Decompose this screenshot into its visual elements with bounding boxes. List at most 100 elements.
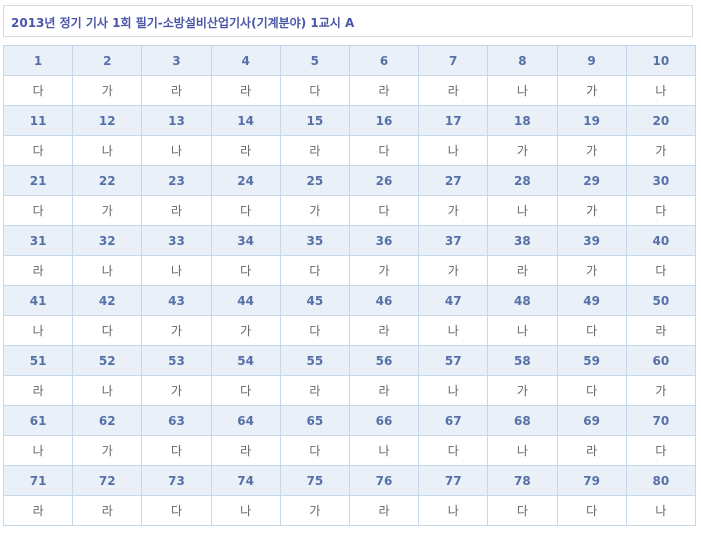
question-number: 28 — [487, 165, 558, 196]
question-number: 54 — [210, 345, 281, 376]
answer-cell: 나 — [418, 375, 489, 406]
answer-cell: 라 — [418, 75, 489, 106]
question-number: 55 — [279, 345, 350, 376]
answer-cell: 다 — [210, 375, 281, 406]
question-number: 37 — [418, 225, 489, 256]
question-number: 30 — [625, 165, 697, 196]
question-number: 76 — [348, 465, 420, 496]
title-box: 2013년 정기 기사 1회 필기-소방설비산업기사(기계분야) 1교시 A — [3, 5, 693, 37]
answer-cell: 가 — [625, 375, 697, 406]
answer-cell: 다 — [625, 255, 697, 286]
question-number: 43 — [141, 285, 212, 316]
question-number: 69 — [556, 405, 627, 436]
question-number: 1 — [2, 45, 74, 76]
question-number-row: 1 2 3 4 5 6 7 8 9 10 — [2, 45, 697, 76]
answer-cell: 가 — [72, 435, 143, 466]
answer-cell: 다 — [625, 195, 697, 226]
answer-cell: 다 — [210, 255, 281, 286]
question-number: 12 — [72, 105, 143, 136]
answer-cell: 나 — [2, 315, 74, 346]
question-number: 80 — [625, 465, 697, 496]
page-title: 2013년 정기 기사 1회 필기-소방설비산업기사(기계분야) 1교시 A — [11, 16, 355, 30]
question-number: 11 — [2, 105, 74, 136]
question-number: 75 — [279, 465, 350, 496]
answer-cell: 나 — [418, 495, 489, 526]
answer-cell: 다 — [2, 75, 74, 106]
answer-cell: 가 — [279, 495, 350, 526]
answer-cell: 다 — [279, 255, 350, 286]
question-number: 58 — [487, 345, 558, 376]
question-number: 61 — [2, 405, 74, 436]
question-number: 64 — [210, 405, 281, 436]
answer-cell: 가 — [418, 195, 489, 226]
answer-cell: 다 — [72, 315, 143, 346]
answer-table: 1 2 3 4 5 6 7 8 9 10 다 가 라 라 다 라 라 나 가 나 11 12 13 14 15 16 17 18 19 2… — [2, 45, 697, 526]
answer-cell: 가 — [348, 255, 420, 286]
answer-cell: 라 — [72, 495, 143, 526]
question-number: 47 — [418, 285, 489, 316]
question-number: 13 — [141, 105, 212, 136]
question-number: 31 — [2, 225, 74, 256]
answer-cell: 다 — [556, 315, 627, 346]
answer-cell: 나 — [141, 255, 212, 286]
question-number: 18 — [487, 105, 558, 136]
question-number: 68 — [487, 405, 558, 436]
answer-cell: 가 — [141, 375, 212, 406]
question-number: 9 — [556, 45, 627, 76]
answer-cell: 라 — [279, 375, 350, 406]
answer-cell: 라 — [210, 75, 281, 106]
question-number: 57 — [418, 345, 489, 376]
question-number: 65 — [279, 405, 350, 436]
question-number-row: 41 42 43 44 45 46 47 48 49 50 — [2, 285, 697, 316]
answer-cell: 나 — [418, 135, 489, 166]
answer-cell: 라 — [348, 495, 420, 526]
question-number: 56 — [348, 345, 420, 376]
question-number: 42 — [72, 285, 143, 316]
answer-cell: 라 — [2, 255, 74, 286]
answer-cell: 다 — [279, 315, 350, 346]
question-number: 34 — [210, 225, 281, 256]
answer-cell: 라 — [279, 135, 350, 166]
answer-cell: 다 — [2, 135, 74, 166]
question-number: 14 — [210, 105, 281, 136]
answer-cell: 라 — [141, 195, 212, 226]
question-number: 59 — [556, 345, 627, 376]
question-number: 49 — [556, 285, 627, 316]
answer-cell: 가 — [487, 135, 558, 166]
question-number: 40 — [625, 225, 697, 256]
answer-cell: 나 — [72, 375, 143, 406]
answer-cell: 가 — [210, 315, 281, 346]
answer-cell: 가 — [556, 195, 627, 226]
answer-cell: 라 — [625, 315, 697, 346]
answer-cell: 다 — [556, 495, 627, 526]
answer-cell: 나 — [625, 75, 697, 106]
answer-cell: 나 — [487, 435, 558, 466]
answer-cell: 라 — [348, 375, 420, 406]
question-number: 74 — [210, 465, 281, 496]
answer-cell: 라 — [348, 75, 420, 106]
question-number: 72 — [72, 465, 143, 496]
question-number: 52 — [72, 345, 143, 376]
question-number: 25 — [279, 165, 350, 196]
question-number: 46 — [348, 285, 420, 316]
question-number: 62 — [72, 405, 143, 436]
question-number: 50 — [625, 285, 697, 316]
answer-cell: 다 — [2, 195, 74, 226]
question-number: 63 — [141, 405, 212, 436]
answer-cell: 다 — [141, 495, 212, 526]
question-number: 17 — [418, 105, 489, 136]
answer-cell: 가 — [279, 195, 350, 226]
question-number: 23 — [141, 165, 212, 196]
question-number: 24 — [210, 165, 281, 196]
answer-cell: 가 — [556, 75, 627, 106]
question-number: 51 — [2, 345, 74, 376]
question-number: 53 — [141, 345, 212, 376]
question-number: 35 — [279, 225, 350, 256]
question-number: 73 — [141, 465, 212, 496]
question-number: 21 — [2, 165, 74, 196]
answer-cell: 나 — [2, 435, 74, 466]
